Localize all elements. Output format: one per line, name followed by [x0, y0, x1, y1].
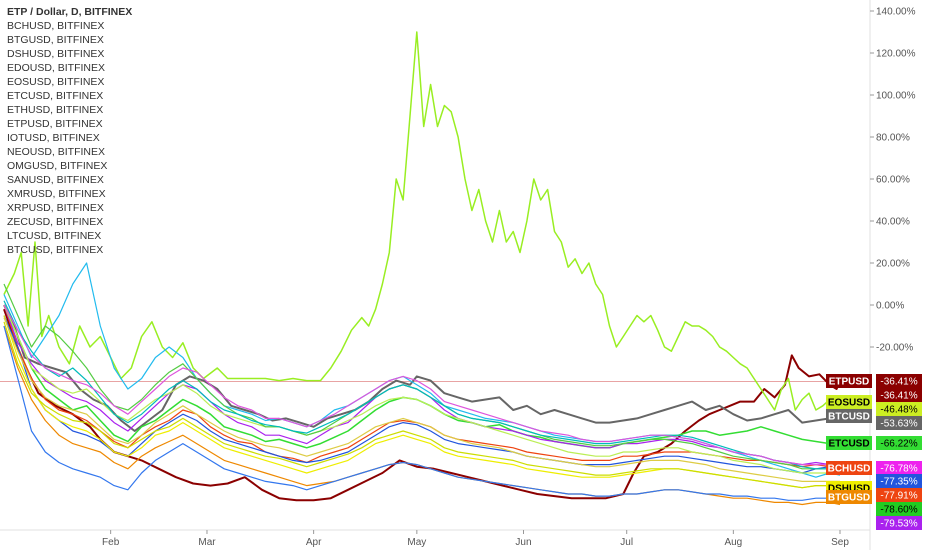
series-lines [3, 31, 841, 506]
series-line-omgusd [3, 304, 840, 466]
price-label-text: -78.60% [880, 505, 917, 516]
price-label-bg [876, 436, 922, 450]
series-tag-bg [826, 409, 872, 423]
y-tick-label: 20.00% [876, 259, 910, 270]
price-label-text: -46.48% [880, 405, 917, 416]
series-line-ltcusd [3, 325, 840, 501]
legend-entry: XMRUSD, BITFINEX [7, 188, 106, 200]
price-label-bg [876, 416, 922, 430]
series-line-sanusd [3, 321, 840, 489]
y-tick-label: 40.00% [876, 217, 910, 228]
series-tag-bg [826, 461, 872, 475]
y-tick-label: 60.00% [876, 175, 910, 186]
x-tick-label: Feb [102, 537, 120, 548]
legend-entry: LTCUSD, BITFINEX [7, 230, 102, 242]
y-tick-label: -20.00% [876, 343, 913, 354]
y-tick-label: 100.00% [876, 91, 916, 102]
legend-entry: XRPUSD, BITFINEX [7, 202, 104, 214]
price-label-bg [876, 474, 922, 488]
series-tag-label: DSHUSD [828, 484, 870, 495]
price-label-bg [876, 488, 922, 502]
legend-entry: IOTUSD, BITFINEX [7, 132, 100, 144]
legend-entry: BCHUSD, BITFINEX [7, 20, 105, 32]
x-tick-label: Apr [306, 537, 322, 548]
series-tag-bg [826, 490, 872, 504]
series-tag-label: BTCUSD [828, 412, 870, 423]
price-label-bg [876, 388, 922, 402]
price-label-text: -36.41% [880, 377, 917, 388]
series-tag-label: BTGUSD [828, 493, 870, 504]
x-axis[interactable]: Feb Mar Apr May Jun Jul Aug Sep [102, 530, 849, 548]
series-line-ethusd [3, 315, 841, 474]
legend-entry: DSHUSD, BITFINEX [7, 48, 105, 60]
price-labels: -36.41% -36.41% -46.48% -53.63% -66.22% -76.7… [876, 374, 922, 530]
legend-entry: ETCUSD, BITFINEX [7, 90, 104, 102]
x-tick-label: May [407, 537, 426, 548]
series-line-iotusd [3, 300, 840, 470]
price-label-text: -53.63% [880, 419, 917, 430]
y-tick-label: 80.00% [876, 133, 910, 144]
x-tick-label: Jul [620, 537, 633, 548]
series-line-btcusd [3, 304, 841, 432]
x-tick-label: Sep [831, 537, 849, 548]
y-tick-label: 0.00% [876, 301, 904, 312]
series-tag-bg [826, 374, 872, 388]
legend-entry: ETPUSD, BITFINEX [7, 118, 103, 130]
legend-entry: ETHUSD, BITFINEX [7, 104, 104, 116]
price-label-bg [876, 516, 922, 530]
legend: ETP / Dollar, D, BITFINEX BCHUSD, BITFIN… [7, 5, 132, 257]
y-tick-label: 140.00% [876, 7, 916, 18]
legend-entry: NEOUSD, BITFINEX [7, 146, 106, 158]
series-tag-label: ETPUSD [829, 377, 870, 388]
series-tag-label: EOSUSD [828, 398, 870, 409]
legend-entry: EDOUSD, BITFINEX [7, 62, 106, 74]
chart-title: ETP / Dollar, D, BITFINEX [7, 6, 133, 18]
price-label-text: -77.91% [880, 491, 917, 502]
plot-area[interactable] [0, 0, 871, 550]
price-label-bg [876, 461, 922, 475]
legend-entry: SANUSD, BITFINEX [7, 174, 104, 186]
series-line-zecusd [3, 317, 840, 482]
x-tick-label: Jun [515, 537, 531, 548]
series-tags: ETPUSD EOSUSD BTCUSD ETCUSD BCHUSD DSHUSDBTGU… [826, 374, 872, 504]
price-label-bg [876, 374, 922, 388]
legend-entry: ZECUSD, BITFINEX [7, 216, 104, 228]
legend-entry: BTCUSD, BITFINEX [7, 244, 104, 256]
price-label-text: -79.53% [880, 519, 917, 530]
series-tag-label: BCHUSD [828, 464, 871, 475]
series-tag-label: ETCUSD [828, 439, 869, 450]
price-label-text: -76.78% [880, 464, 917, 475]
series-tag-bg [826, 436, 872, 450]
price-label-text: -36.41% [880, 391, 917, 402]
price-label-bg [876, 402, 922, 416]
price-label-bg [876, 502, 922, 516]
x-tick-label: Aug [724, 537, 742, 548]
series-line-eosusd [3, 31, 841, 411]
legend-entry: OMGUSD, BITFINEX [7, 160, 108, 172]
x-tick-label: Mar [198, 537, 216, 548]
series-tag-bg [826, 395, 872, 409]
y-tick-label: 120.00% [876, 49, 916, 60]
legend-items: BCHUSD, BITFINEX BTGUSD, BITFINEX DSHUSD, … [7, 19, 132, 257]
y-axis[interactable]: 140.00% 120.00% 100.00% 80.00% 60.00% 40.00% 2… [870, 7, 916, 433]
price-label-text: -66.22% [880, 439, 917, 450]
series-line-edousd [3, 304, 840, 474]
legend-entry: BTGUSD, BITFINEX [7, 34, 104, 46]
legend-entry: EOSUSD, BITFINEX [7, 76, 105, 88]
price-label-text: -77.35% [880, 477, 917, 488]
